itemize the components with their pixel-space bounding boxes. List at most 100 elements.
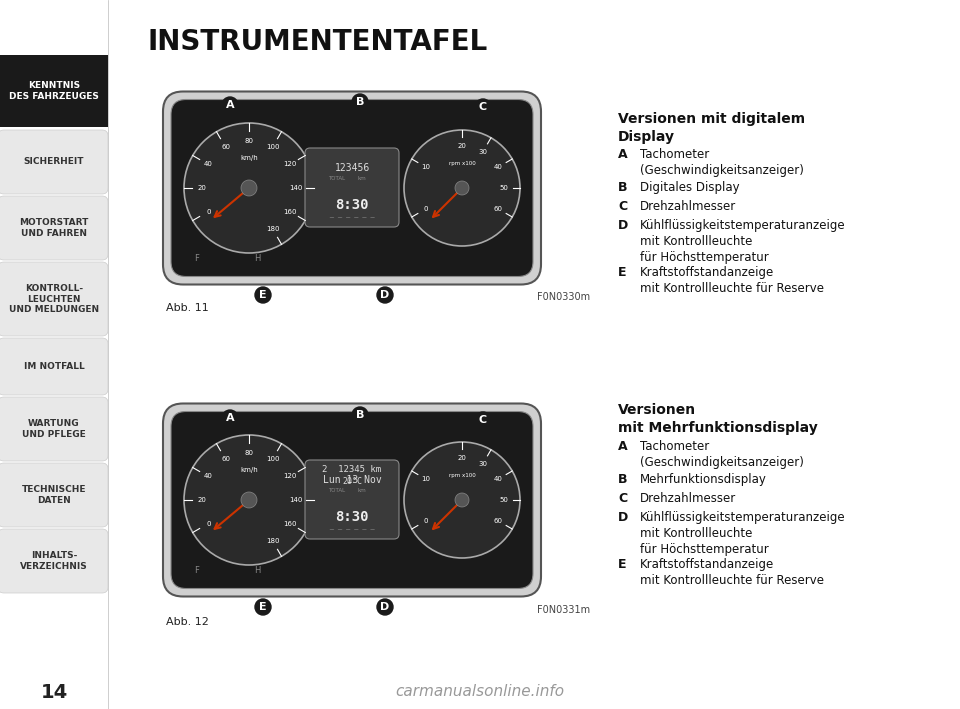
Text: Digitales Display: Digitales Display (640, 181, 739, 194)
Text: ~ ~ ~ ~ ~ ~: ~ ~ ~ ~ ~ ~ (328, 527, 375, 533)
Text: A: A (226, 100, 234, 110)
Circle shape (352, 407, 368, 423)
Text: 0: 0 (423, 206, 428, 212)
Text: 20°C: 20°C (342, 477, 362, 486)
Text: 20: 20 (458, 143, 467, 149)
FancyBboxPatch shape (305, 460, 399, 539)
Text: carmanualsonline.info: carmanualsonline.info (396, 684, 564, 700)
Text: km: km (358, 176, 367, 181)
Text: km: km (358, 488, 367, 493)
Text: Mehrfunktionsdisplay: Mehrfunktionsdisplay (640, 473, 767, 486)
Circle shape (184, 435, 314, 565)
Text: B: B (356, 410, 364, 420)
Text: km/h: km/h (240, 467, 258, 473)
Text: 8:30: 8:30 (335, 510, 369, 524)
Text: TOTAL: TOTAL (328, 176, 346, 181)
Text: 60: 60 (221, 457, 230, 462)
Text: Versionen mit digitalem
Display: Versionen mit digitalem Display (618, 112, 805, 145)
Circle shape (404, 130, 520, 246)
Circle shape (377, 599, 393, 615)
Text: 60: 60 (493, 206, 503, 212)
Text: F0N0330m: F0N0330m (537, 292, 590, 302)
FancyBboxPatch shape (163, 403, 541, 596)
Circle shape (377, 287, 393, 303)
Text: KENNTNIS
DES FAHRZEUGES: KENNTNIS DES FAHRZEUGES (9, 82, 99, 101)
Text: 8:30: 8:30 (335, 198, 369, 212)
Text: H: H (253, 254, 260, 263)
Circle shape (222, 410, 238, 426)
Text: Kraftstoffstandanzeige
mit Kontrollleuchte für Reserve: Kraftstoffstandanzeige mit Kontrollleuch… (640, 266, 824, 295)
Text: 20: 20 (198, 185, 206, 191)
Text: 0: 0 (206, 208, 210, 215)
Text: km/h: km/h (240, 155, 258, 161)
FancyBboxPatch shape (0, 338, 108, 395)
FancyBboxPatch shape (0, 262, 108, 336)
Text: Versionen
mit Mehrfunktionsdisplay: Versionen mit Mehrfunktionsdisplay (618, 403, 818, 435)
Circle shape (184, 123, 314, 253)
Text: B: B (356, 97, 364, 107)
Text: 120: 120 (283, 474, 297, 479)
Text: Lun 13 Nov: Lun 13 Nov (323, 475, 381, 485)
Text: MOTORSTART
UND FAHREN: MOTORSTART UND FAHREN (19, 218, 88, 238)
Circle shape (255, 599, 271, 615)
Text: 50: 50 (499, 497, 509, 503)
Text: 50: 50 (499, 185, 509, 191)
Circle shape (241, 492, 257, 508)
Text: 180: 180 (266, 225, 279, 232)
Circle shape (455, 493, 469, 507)
Text: 120: 120 (283, 162, 297, 167)
Circle shape (222, 97, 238, 113)
Text: Kühlflüssigkeitstemperaturanzeige
mit Kontrollleuchte
für Höchsttemperatur: Kühlflüssigkeitstemperaturanzeige mit Ko… (640, 219, 846, 264)
Text: 20: 20 (458, 455, 467, 461)
FancyBboxPatch shape (0, 397, 108, 461)
Text: TECHNISCHE
DATEN: TECHNISCHE DATEN (22, 485, 86, 505)
Text: A: A (226, 413, 234, 423)
Text: A: A (618, 440, 628, 453)
Text: 0: 0 (423, 518, 428, 524)
Text: E: E (259, 602, 267, 612)
Text: F: F (195, 566, 200, 575)
FancyBboxPatch shape (0, 130, 108, 194)
Text: Abb. 12: Abb. 12 (166, 617, 209, 627)
Text: 40: 40 (494, 164, 503, 170)
Text: D: D (380, 290, 390, 300)
Text: Kühlflüssigkeitstemperaturanzeige
mit Kontrollleuchte
für Höchsttemperatur: Kühlflüssigkeitstemperaturanzeige mit Ko… (640, 511, 846, 556)
Text: 160: 160 (283, 520, 297, 527)
Text: D: D (380, 602, 390, 612)
Text: 100: 100 (266, 457, 279, 462)
Text: 160: 160 (283, 208, 297, 215)
Text: 80: 80 (245, 138, 253, 144)
Text: INHALTS-
VERZEICHNIS: INHALTS- VERZEICHNIS (20, 552, 88, 571)
FancyBboxPatch shape (171, 99, 533, 277)
Text: Kraftstoffstandanzeige
mit Kontrollleuchte für Reserve: Kraftstoffstandanzeige mit Kontrollleuch… (640, 558, 824, 587)
Text: 80: 80 (245, 450, 253, 456)
Text: rpm x100: rpm x100 (448, 472, 475, 477)
Text: SICHERHEIT: SICHERHEIT (24, 157, 84, 167)
Text: Abb. 11: Abb. 11 (166, 303, 208, 313)
FancyBboxPatch shape (0, 529, 108, 593)
Text: 60: 60 (221, 145, 230, 150)
Circle shape (241, 180, 257, 196)
Text: KONTROLL-
LEUCHTEN
UND MELDUNGEN: KONTROLL- LEUCHTEN UND MELDUNGEN (9, 284, 99, 314)
Text: F: F (195, 254, 200, 263)
Text: 0: 0 (206, 520, 210, 527)
Text: 20: 20 (198, 497, 206, 503)
Text: 2  12345 km: 2 12345 km (323, 466, 381, 474)
Text: C: C (479, 102, 487, 112)
Text: B: B (618, 473, 628, 486)
Text: WARTUNG
UND PFLEGE: WARTUNG UND PFLEGE (22, 419, 85, 439)
Text: 10: 10 (421, 476, 430, 482)
Text: 100: 100 (266, 145, 279, 150)
Text: 30: 30 (478, 461, 488, 467)
Text: A: A (618, 148, 628, 161)
Text: ~ ~ ~ ~ ~ ~: ~ ~ ~ ~ ~ ~ (328, 215, 375, 221)
Text: C: C (618, 200, 627, 213)
Text: E: E (259, 290, 267, 300)
Text: E: E (618, 558, 627, 571)
FancyBboxPatch shape (163, 91, 541, 284)
Text: H: H (253, 566, 260, 575)
Circle shape (352, 94, 368, 110)
FancyBboxPatch shape (305, 148, 399, 227)
FancyBboxPatch shape (0, 196, 108, 260)
Text: C: C (618, 492, 627, 505)
